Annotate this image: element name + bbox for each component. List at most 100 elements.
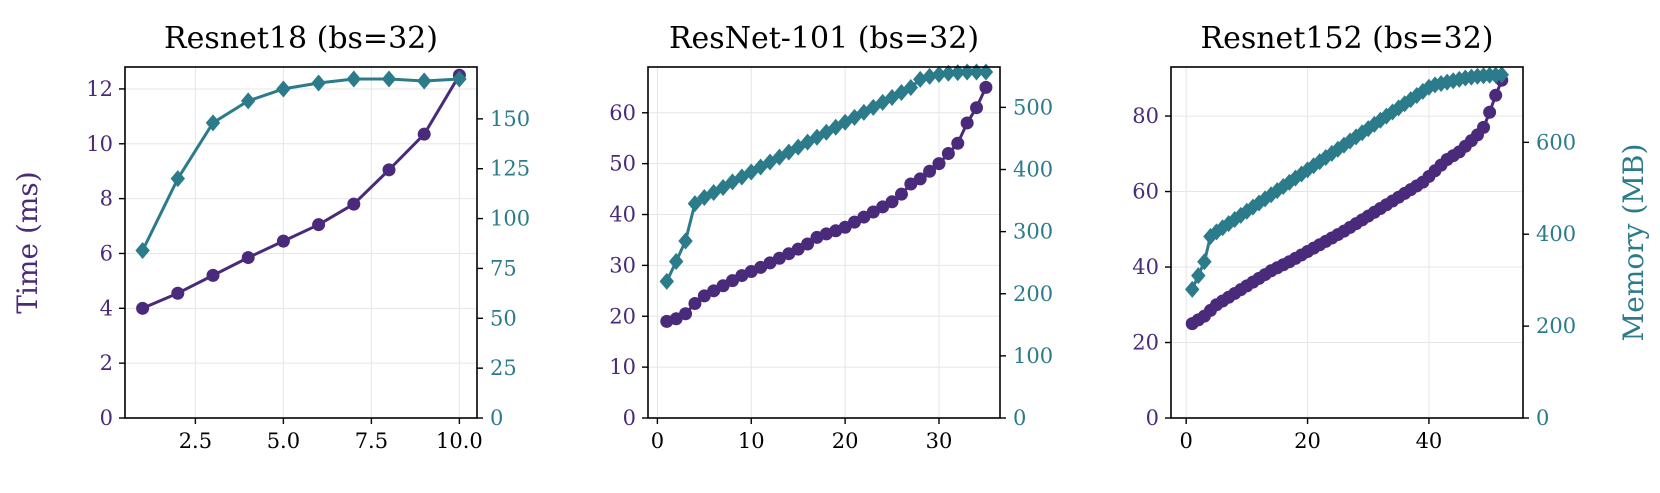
y-tick-label-left: 12 [86, 77, 113, 101]
memory-data-point [659, 272, 674, 290]
time-data-point [206, 268, 220, 282]
y-tick-label-right: 300 [1013, 220, 1053, 244]
y-tick-label-right: 100 [1013, 344, 1053, 368]
plot-frame [1170, 66, 1524, 419]
y-tick-label-right: 0 [1536, 406, 1549, 430]
y-tick-label-left: 40 [609, 203, 636, 227]
time-data-point [979, 80, 993, 94]
memory-data-point [135, 241, 150, 259]
memory-data-point [1263, 186, 1279, 204]
memory-data-point [1227, 211, 1242, 229]
time-data-point [960, 116, 974, 130]
memory-data-point [1185, 280, 1200, 298]
time-data-point [276, 234, 290, 248]
time-data-point [1483, 105, 1497, 119]
y-tick-label-left: 20 [609, 304, 636, 328]
time-data-point [679, 307, 693, 321]
memory-data-point [912, 70, 928, 88]
memory-series-line [665, 70, 986, 282]
memory-data-point [1239, 202, 1255, 220]
memory-data-point [205, 114, 221, 132]
memory-data-point [1197, 253, 1212, 271]
y-axis-label-left: Time (ms) [11, 171, 44, 313]
memory-series-line [1190, 73, 1502, 291]
memory-data-point [170, 170, 186, 188]
x-tick-label: 20 [832, 429, 859, 453]
y-tick-label-left: 0 [1146, 406, 1159, 430]
memory-data-point [1403, 91, 1418, 109]
time-data-point [970, 101, 984, 115]
memory-data-point [1215, 219, 1230, 237]
x-tick-label: 2.5 [179, 429, 212, 453]
memory-data-point [1203, 228, 1218, 246]
chart-title: Resnet18 (bs=32) [164, 21, 438, 56]
time-data-point [171, 286, 185, 300]
memory-data-point [668, 252, 684, 270]
memory-data-point [931, 65, 947, 83]
y-tick-label-left: 4 [100, 296, 113, 320]
x-tick-label: 10 [738, 429, 765, 453]
chart-title: ResNet-101 (bs=32) [669, 21, 979, 56]
y-axis-label-right: Memory (MB) [1617, 144, 1650, 342]
memory-data-point [381, 70, 397, 88]
time-data-point [241, 251, 255, 265]
memory-data-point [950, 64, 965, 82]
time-data-point [417, 127, 431, 141]
memory-data-point [1300, 161, 1315, 179]
time-data-point [136, 301, 150, 315]
time-series-line [142, 74, 461, 310]
memory-data-point [1494, 66, 1509, 84]
x-tick-label: 10.0 [436, 429, 483, 453]
time-data-point [923, 164, 937, 178]
y-tick-label-right: 400 [1536, 222, 1576, 246]
memory-data-point [1415, 82, 1431, 100]
memory-series-line [141, 77, 460, 252]
y-tick-label-right: 0 [490, 406, 503, 430]
time-data-point [1477, 120, 1491, 134]
memory-data-point [903, 79, 919, 97]
y-tick-label-left: 10 [86, 132, 113, 156]
y-tick-label-left: 2 [100, 351, 113, 375]
memory-data-point [725, 173, 740, 191]
y-tick-label-right: 0 [1013, 406, 1026, 430]
memory-data-point [346, 70, 362, 88]
memory-data-point [1452, 70, 1467, 88]
x-tick-label: 20 [1294, 429, 1321, 453]
x-tick-label: 40 [1416, 429, 1443, 453]
time-data-point [1489, 88, 1503, 102]
y-tick-label-left: 0 [623, 406, 636, 430]
memory-data-point [790, 138, 806, 156]
y-tick-label-left: 50 [609, 152, 636, 176]
time-data-point [312, 218, 326, 232]
memory-data-point [1276, 177, 1291, 195]
plot-frame [647, 66, 1001, 419]
y-tick-label-right: 500 [1013, 95, 1053, 119]
plot-frame [124, 66, 478, 419]
memory-data-point [1191, 267, 1206, 285]
memory-data-point [734, 168, 750, 186]
time-data-point [951, 136, 965, 150]
chart-panel-1: 2.5 5.0 7.5 10.0 0 2 4 6 8 10 12 0 25 50 75 100 125 150 Re… [11, 21, 530, 453]
time-data-point [941, 146, 955, 160]
memory-data-point [1439, 73, 1455, 91]
x-tick-label: 30 [926, 429, 953, 453]
time-data-point [382, 163, 396, 177]
time-data-point [913, 172, 927, 186]
y-tick-label-left: 40 [1132, 255, 1159, 279]
x-tick-label: 7.5 [355, 429, 388, 453]
y-tick-label-left: 60 [609, 101, 636, 125]
memory-data-point [781, 143, 797, 161]
time-data-point [885, 195, 899, 209]
memory-data-point [1427, 76, 1443, 94]
x-tick-label: 5.0 [267, 429, 300, 453]
time-data-point [932, 157, 946, 171]
memory-data-point [276, 80, 291, 98]
y-tick-label-left: 0 [100, 406, 113, 430]
memory-data-point [978, 63, 994, 81]
memory-data-point [1251, 194, 1267, 212]
y-tick-label-left: 20 [1132, 331, 1159, 355]
memory-data-point [1379, 107, 1394, 125]
memory-data-point [847, 108, 862, 126]
